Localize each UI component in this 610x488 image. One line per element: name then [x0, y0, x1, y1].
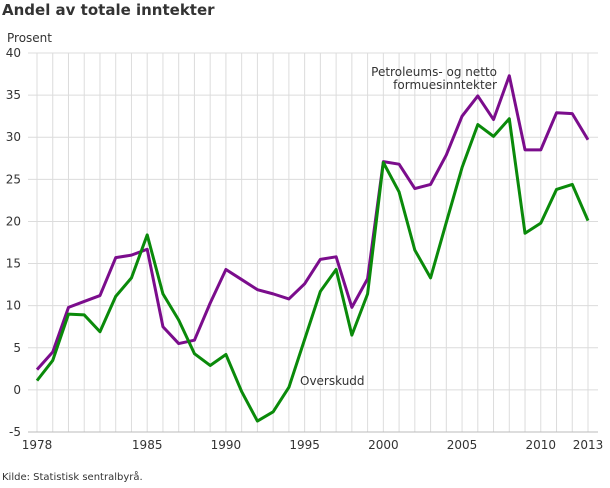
y-tick-label: -5	[9, 425, 21, 439]
overskudd-series-line	[35, 117, 590, 423]
source-note: Kilde: Statistisk sentralbyrå.	[2, 472, 143, 483]
x-tick-label: 1978	[22, 438, 53, 452]
y-tick-label: 10	[6, 299, 21, 313]
y-tick-label: 35	[6, 88, 21, 102]
x-tick-label: 2010	[525, 438, 556, 452]
y-tick-label: 30	[6, 130, 21, 144]
x-tick-label: 1990	[211, 438, 242, 452]
y-axis-label: Prosent	[7, 31, 52, 45]
x-tick-label: 2000	[368, 438, 399, 452]
series-label-overskudd: Overskudd	[300, 374, 365, 388]
x-tick-label: 1985	[132, 438, 163, 452]
petroleum-series-line	[35, 74, 590, 371]
series-label-petroleum: formuesinntekter	[393, 78, 497, 92]
y-tick-label: 40	[6, 46, 21, 60]
x-tick-label: 2005	[447, 438, 478, 452]
x-tick-label: 1995	[289, 438, 320, 452]
y-tick-label: 5	[13, 341, 21, 355]
x-tick-label: 2013	[573, 438, 604, 452]
y-tick-label: 25	[6, 172, 21, 186]
y-tick-label: 15	[6, 257, 21, 271]
y-tick-label: 20	[6, 214, 21, 228]
chart-title: Andel av totale inntekter	[2, 1, 215, 19]
series-label-petroleum: Petroleums- og netto	[371, 65, 497, 79]
y-tick-label: 0	[13, 383, 21, 397]
